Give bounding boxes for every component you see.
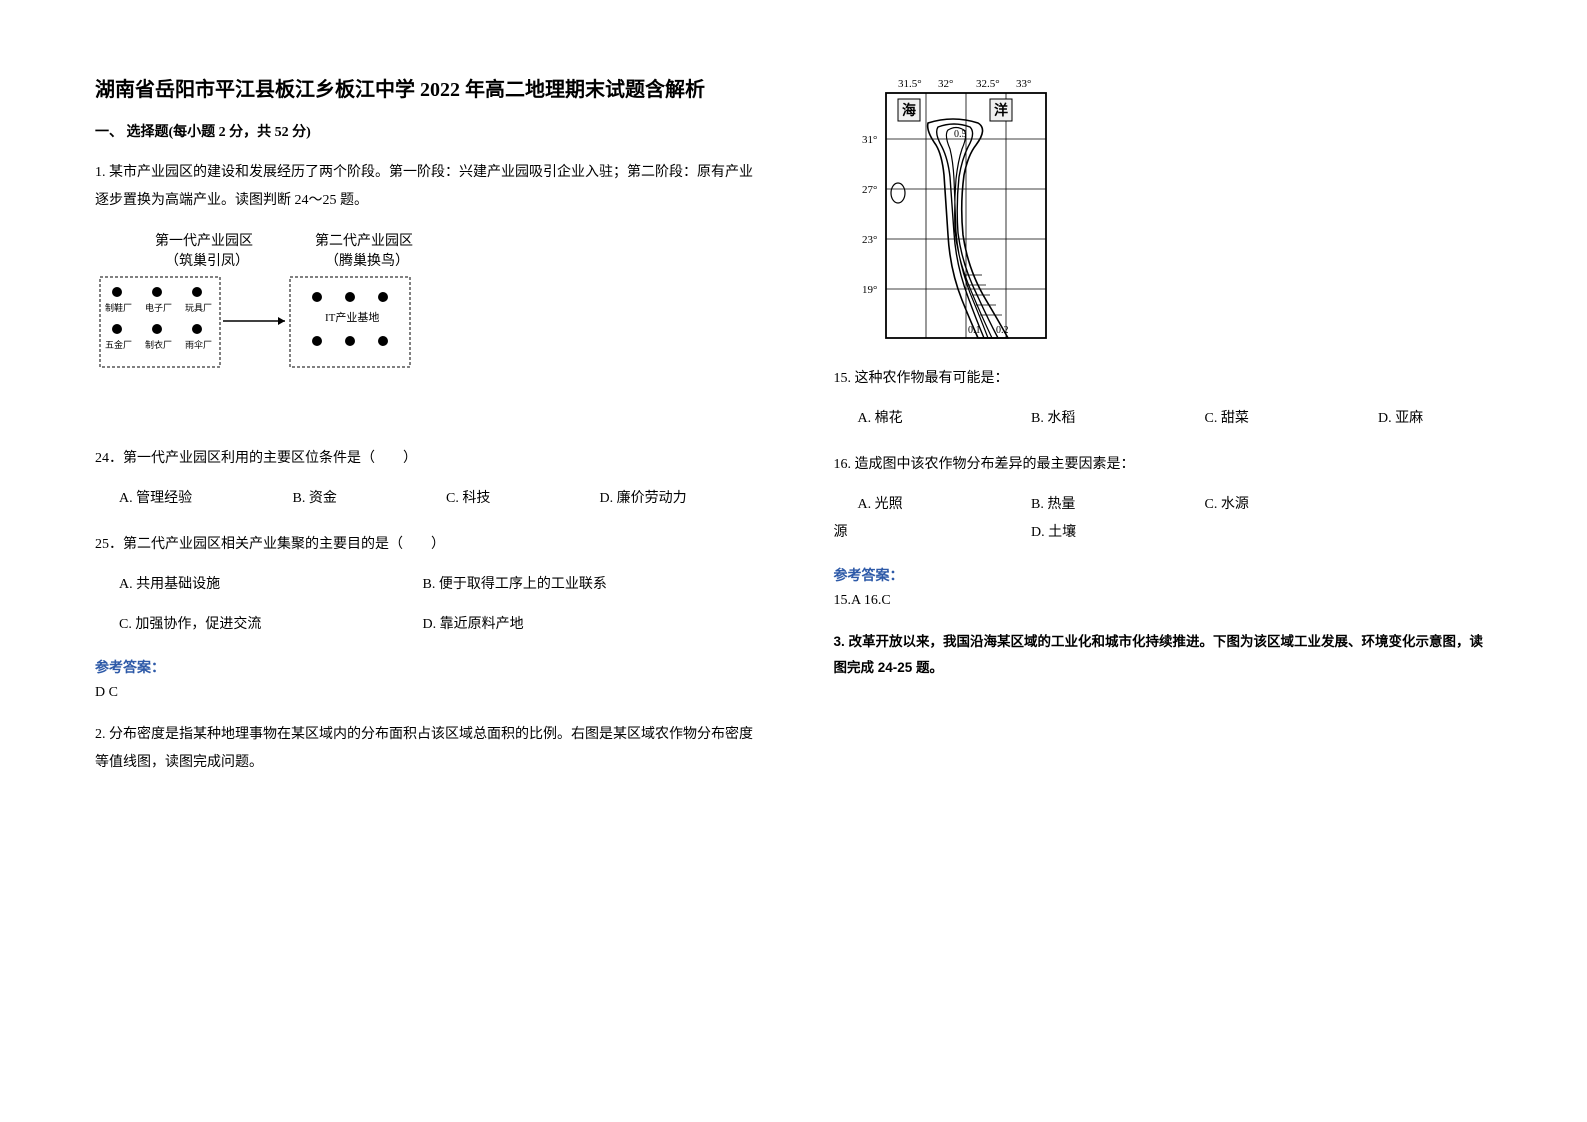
q2-opt16-a: A. 光照	[858, 491, 1028, 519]
contour-05: 0.5	[954, 129, 967, 140]
q2-opts15: A. 棉花 B. 水稻 C. 甜菜 D. 亚麻	[834, 405, 1493, 433]
gen2-subtitle: （腾巢换鸟）	[325, 252, 409, 269]
q1-opt24-a: A. 管理经验	[119, 485, 289, 513]
q2-opt15-d: D. 亚麻	[1378, 411, 1423, 426]
q2-opt15-b: B. 水稻	[1031, 405, 1201, 433]
q1-opts24: A. 管理经验 B. 资金 C. 科技 D. 廉价劳动力	[95, 485, 754, 513]
lat-1: 27°	[862, 184, 877, 196]
gen1-title: 第一代产业园区	[155, 232, 253, 249]
q1-opt25-b: B. 便于取得工序上的工业联系	[423, 577, 607, 592]
lat-3: 19°	[862, 284, 877, 296]
lat-0: 31°	[862, 134, 877, 146]
q2-sub16: 16. 造成图中该农作物分布差异的最主要因素是：	[834, 451, 1493, 479]
q3-stem: 3. 改革开放以来，我国沿海某区域的工业化和城市化持续推进。下图为该区域工业发展…	[834, 629, 1493, 680]
q1-opt24-d: D. 廉价劳动力	[600, 491, 687, 506]
left-column: 湖南省岳阳市平江县板江乡板江中学 2022 年高二地理期末试题含解析 一、 选择…	[95, 75, 754, 789]
q1-stem: 1. 某市产业园区的建设和发展经历了两个阶段。第一阶段：兴建产业园吸引企业入驻；…	[95, 159, 754, 215]
q1-answer: D C	[95, 685, 754, 701]
lon-0: 31.5°	[898, 78, 922, 90]
lon-1: 32°	[938, 78, 953, 90]
q1-opt24-c: C. 科技	[446, 485, 596, 513]
q1-opt25-d: D. 靠近原料产地	[423, 617, 524, 632]
q2-stem: 2. 分布密度是指某种地理事物在某区域内的分布面积占该区域总面积的比例。右图是某…	[95, 721, 754, 777]
contour-02: 0.2	[996, 325, 1009, 336]
q2-opt15-c: C. 甜菜	[1205, 405, 1375, 433]
box1-r1c2: 雨伞厂	[185, 339, 212, 350]
gen1-subtitle: （筑巢引凤）	[165, 253, 249, 269]
box1-r0c1: 电子厂	[145, 302, 172, 313]
q1-figure: 第一代产业园区 （筑巢引凤） 第二代产业园区 （腾巢换鸟） 制鞋厂 电子厂 玩具…	[95, 229, 754, 389]
q2-figure: 31.5° 32° 32.5° 33° 31° 27° 23° 19°	[858, 75, 1493, 345]
q1-opt24-b: B. 资金	[293, 485, 443, 513]
ocean-label: 洋	[994, 102, 1008, 119]
q2-opt16-b: B. 热量	[1031, 491, 1201, 519]
contour-01: 0.1	[968, 325, 981, 336]
section-1-heading: 一、 选择题(每小题 2 分，共 52 分)	[95, 121, 754, 141]
q1-sub25: 25．第二代产业园区相关产业集聚的主要目的是（ ）	[95, 531, 754, 559]
q2-answer: 15.A 16.C	[834, 593, 1493, 609]
q2-opt16-c: C. 水源	[1205, 497, 1249, 512]
lat-2: 23°	[862, 234, 877, 246]
box1-r0c2: 玩具厂	[185, 303, 212, 313]
box2-label: IT产业基地	[325, 310, 379, 324]
q1-opt25-a: A. 共用基础设施	[119, 571, 419, 599]
q1-answer-label: 参考答案：	[95, 657, 754, 677]
sea-label: 海	[902, 102, 916, 119]
q2-sub15: 15. 这种农作物最有可能是：	[834, 365, 1493, 393]
q2-opt15-a: A. 棉花	[858, 405, 1028, 433]
exam-title: 湖南省岳阳市平江县板江乡板江中学 2022 年高二地理期末试题含解析	[95, 75, 754, 105]
q1-sub24: 24．第一代产业园区利用的主要区位条件是（ ）	[95, 445, 754, 473]
q1-opt25-c: C. 加强协作，促进交流	[119, 611, 419, 639]
q2-opts16: A. 光照 B. 热量 C. 水源 源 D. 土壤	[834, 491, 1493, 547]
box1-r1c1: 制衣厂	[145, 339, 172, 350]
right-column: 31.5° 32° 32.5° 33° 31° 27° 23° 19°	[834, 75, 1493, 789]
lon-3: 33°	[1016, 78, 1031, 90]
q2-opt16-c-tail: 源	[834, 519, 1028, 547]
q1-opts25: A. 共用基础设施 B. 便于取得工序上的工业联系 C. 加强协作，促进交流 D…	[95, 571, 754, 639]
gen2-title: 第二代产业园区	[315, 232, 413, 249]
box1-r1c0: 五金厂	[105, 339, 132, 350]
box1-r0c0: 制鞋厂	[105, 302, 132, 313]
lon-2: 32.5°	[976, 78, 1000, 90]
q2-answer-label: 参考答案：	[834, 565, 1493, 585]
q2-opt16-d: D. 土壤	[1031, 525, 1076, 540]
